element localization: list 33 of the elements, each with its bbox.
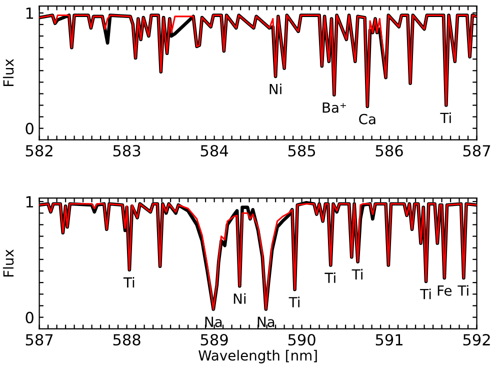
x-tick-label: 589	[200, 334, 228, 346]
x-tick-label: 583	[113, 144, 140, 157]
annotation: Ti	[324, 272, 336, 283]
x-tick-label: 590	[288, 334, 316, 346]
annotation: Fe	[438, 286, 452, 296]
y-tick-label: 0	[26, 312, 34, 324]
x-tick-label: 587	[26, 334, 53, 346]
y-tick-label: 1	[26, 196, 34, 208]
annotation: Ti	[288, 296, 300, 308]
y-tick-label: 0	[26, 122, 34, 134]
x-tick-label: 591	[376, 334, 402, 346]
x-tick-label: 584	[200, 144, 228, 157]
y-axis-title: Flux	[2, 58, 14, 86]
x-tick-label: 592	[463, 334, 490, 346]
x-axis-title: Wavelength [nm]	[198, 350, 317, 364]
annotation: Ba⁺	[322, 102, 346, 113]
annotation: Na	[205, 316, 222, 328]
annotation: Ti	[123, 277, 134, 288]
annotation: Ti	[440, 112, 451, 123]
annotation: Ca	[359, 114, 376, 124]
x-tick-label: 587	[463, 144, 490, 157]
annotation: Ti	[420, 288, 431, 300]
x-tick-label: 586	[376, 144, 403, 157]
x-tick-label: 585	[288, 144, 316, 157]
annotation: Ti	[458, 285, 468, 296]
annotation: Ti	[352, 268, 362, 280]
y-axis-title: Flux	[2, 249, 14, 277]
annotation: Ni	[270, 84, 282, 94]
y-tick-label: 1	[26, 8, 34, 19]
x-tick-label: 588	[113, 334, 140, 346]
x-tick-label: 582	[26, 144, 52, 157]
annotation: Ni	[234, 293, 246, 304]
annotation: Na	[258, 316, 274, 328]
